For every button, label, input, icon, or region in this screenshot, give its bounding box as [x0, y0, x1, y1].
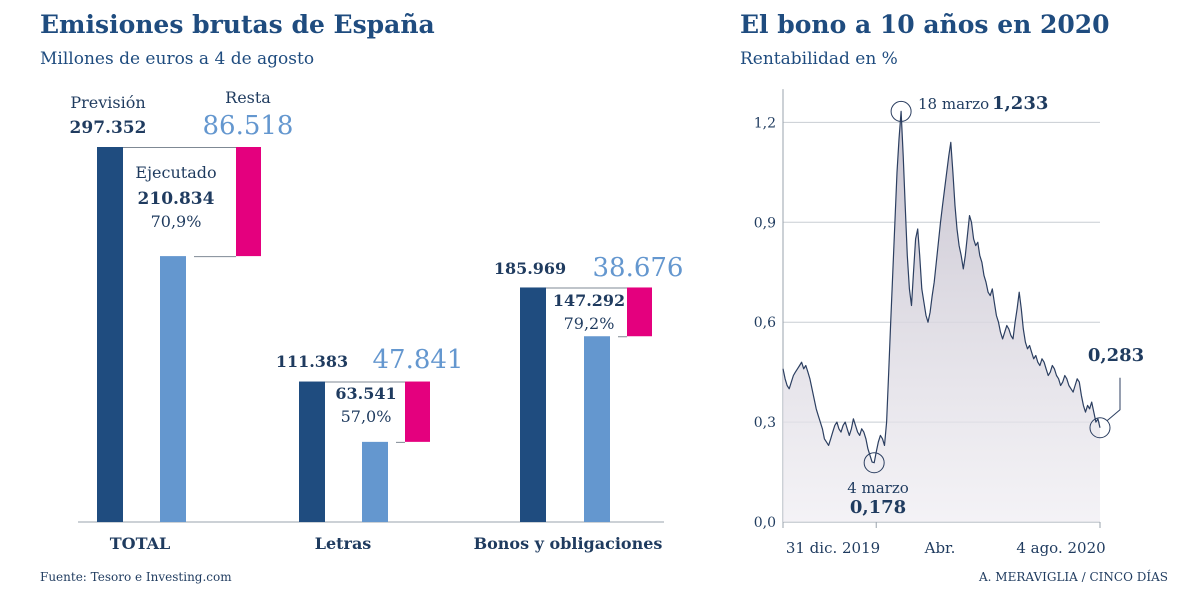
resta-value-2: 38.676: [593, 253, 684, 283]
series-line: [782, 110, 1101, 464]
ejecutado-value-1: 63.541: [335, 384, 396, 403]
bar-resta-0: [236, 147, 261, 257]
leader-last-value: [1106, 377, 1121, 422]
x-tick-label: 31 dic. 2019: [786, 539, 880, 557]
prevision-value-0: 297.352: [70, 118, 147, 138]
annotation-4-marzo-value: 0,178: [850, 497, 906, 518]
source-note: Fuente: Tesoro e Investing.com: [40, 570, 232, 584]
line-chart-title: El bono a 10 años en 2020: [740, 10, 1110, 39]
bar-prevision-2: [520, 287, 546, 522]
y-tick-label: 1,2: [754, 115, 776, 131]
series-area: [783, 111, 1100, 523]
marker-4-marzo: [863, 452, 885, 474]
category-label: Letras: [315, 534, 372, 553]
bar-ejecutado-1: [362, 441, 388, 522]
bar-chart-title: Emisiones brutas de España: [40, 10, 435, 39]
y-tick-label: 0,6: [754, 315, 776, 331]
line-chart-subtitle: Rentabilidad en %: [740, 49, 898, 69]
x-tick-label: 4 ago. 2020: [1016, 539, 1105, 557]
annotation-4-marzo-label: 4 marzo: [847, 479, 909, 497]
annotation-18-marzo-value: 1,233: [992, 93, 1048, 114]
marker-last-value: [1089, 417, 1111, 439]
bar-ejecutado-2: [584, 336, 610, 522]
y-tick-label: 0,0: [754, 515, 776, 531]
category-label: TOTAL: [110, 534, 171, 553]
ejecutado-percent-2: 79,2%: [564, 314, 615, 333]
resta-value-0: 86.518: [203, 111, 294, 141]
bar-resta-2: [627, 287, 652, 337]
ejecutado-percent-1: 57,0%: [341, 407, 392, 426]
ejecutado-value-2: 147.292: [553, 291, 625, 310]
marker-18-marzo: [890, 100, 912, 122]
ejecutado-percent-0: 70,9%: [151, 212, 202, 231]
ejecutado-label: Ejecutado: [135, 163, 216, 182]
bar-ejecutado-0: [160, 256, 186, 522]
resta-label: Resta: [225, 88, 271, 107]
bar-chart-subtitle: Millones de euros a 4 de agosto: [40, 49, 315, 69]
ejecutado-value-0: 210.834: [138, 189, 215, 209]
bar-prevision-1: [299, 381, 325, 522]
y-tick-label: 0,3: [754, 415, 776, 431]
prevision-value-1: 111.383: [276, 352, 348, 371]
bar-prevision-0: [97, 147, 123, 522]
x-tick-label: Abr.: [924, 539, 956, 557]
resta-value-1: 47.841: [373, 345, 464, 375]
category-label: Bonos y obligaciones: [474, 534, 663, 553]
bar-resta-1: [405, 381, 430, 442]
credit-note: A. MERAVIGLIA / CINCO DÍAS: [979, 570, 1168, 584]
annotation-last-value: 0,283: [1088, 345, 1144, 366]
prevision-value-2: 185.969: [494, 259, 566, 278]
prevision-label: Previsión: [70, 93, 145, 112]
y-tick-label: 0,9: [754, 215, 776, 231]
annotation-18-marzo-label: 18 marzo: [918, 95, 989, 113]
